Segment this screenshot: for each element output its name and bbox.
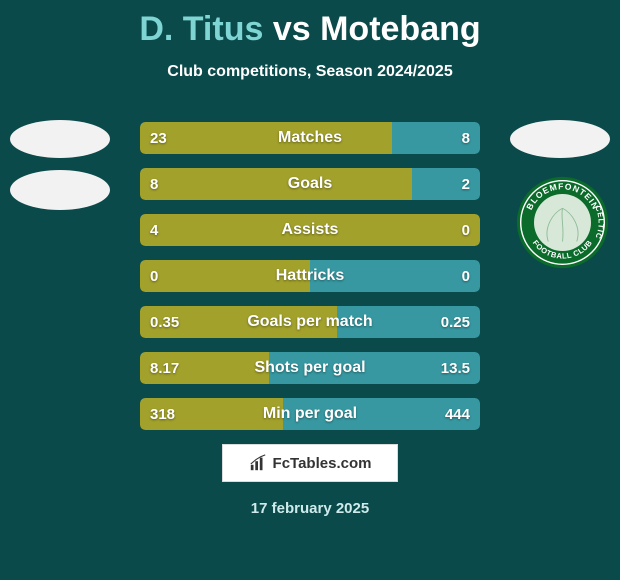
subtitle: Club competitions, Season 2024/2025	[0, 63, 620, 81]
bar-segment-left	[140, 306, 337, 338]
stat-row: 238Matches	[140, 122, 480, 154]
chart-icon	[249, 454, 267, 472]
bar-segment-right	[269, 352, 480, 384]
bar-segment-left	[140, 168, 412, 200]
player1-name: D. Titus	[139, 10, 263, 48]
player2-club-badge: BLOEMFONTEIN FOOTBALL CLUB CELTIC	[515, 175, 610, 270]
player1-club-badge	[10, 170, 110, 210]
footer-date: 17 february 2025	[0, 500, 620, 517]
player1-avatar	[10, 120, 110, 158]
stat-row: 8.1713.5Shots per goal	[140, 352, 480, 384]
player2-avatar	[510, 120, 610, 158]
stats-bars: 238Matches 82Goals 40Assists 00Hattricks 0.3…	[140, 122, 480, 444]
bar-segment-left	[140, 352, 269, 384]
stat-row: 40Assists	[140, 214, 480, 246]
player2-name: Motebang	[320, 10, 481, 48]
bar-segment-right	[412, 168, 480, 200]
stat-row: 00Hattricks	[140, 260, 480, 292]
page-title: D. Titus vs Motebang	[0, 0, 620, 49]
site-logo-text: FcTables.com	[273, 455, 372, 472]
stat-row: 82Goals	[140, 168, 480, 200]
vs-label: vs	[273, 10, 311, 48]
bar-segment-right	[392, 122, 480, 154]
stat-row: 0.350.25Goals per match	[140, 306, 480, 338]
bar-segment-right	[337, 306, 480, 338]
bar-segment-left	[140, 260, 310, 292]
bar-segment-left	[140, 398, 283, 430]
bar-segment-left	[140, 122, 392, 154]
site-logo: FcTables.com	[222, 444, 398, 482]
bar-segment-left	[140, 214, 480, 246]
bar-segment-right	[283, 398, 480, 430]
stat-row: 318444Min per goal	[140, 398, 480, 430]
bar-segment-right	[310, 260, 480, 292]
